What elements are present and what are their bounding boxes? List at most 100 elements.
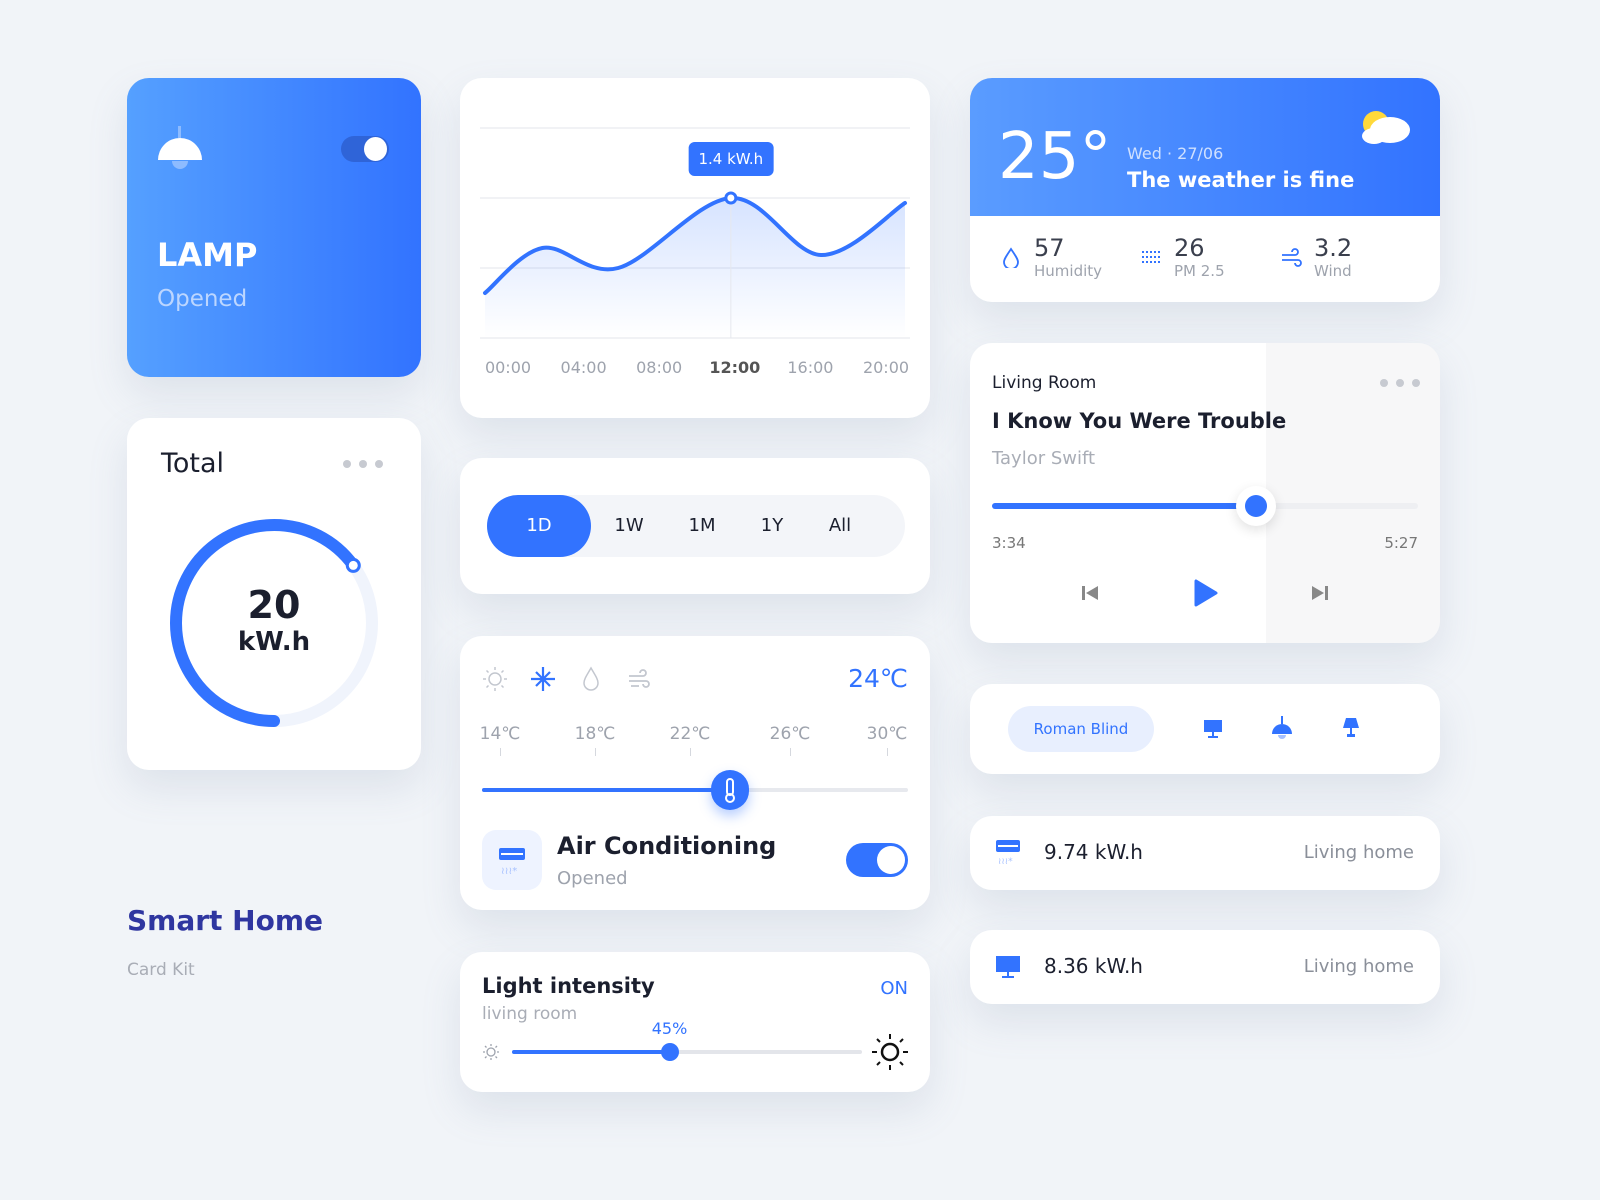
more-options-button[interactable]	[1380, 379, 1420, 387]
monitor-icon[interactable]	[1202, 718, 1224, 740]
lamp-title: LAMP	[157, 236, 258, 274]
total-unit: kW.h	[237, 627, 311, 657]
ac-status: Opened	[557, 868, 628, 889]
current-temperature: 24℃	[848, 664, 908, 693]
range-option-1w[interactable]: 1W	[614, 515, 644, 536]
wind-icon	[1282, 248, 1302, 267]
lamp-status: Opened	[157, 286, 248, 312]
light-slider[interactable]	[512, 1050, 862, 1054]
scale-tick	[887, 748, 888, 756]
x-axis-label: 16:00	[787, 358, 834, 377]
ac-toggle[interactable]	[846, 843, 908, 877]
ac-device-icon: ≀≀≀*	[482, 830, 542, 890]
monitor-icon	[996, 956, 1020, 978]
air-conditioner-icon: ≀≀≀*	[499, 848, 525, 877]
total-value: 20	[247, 583, 301, 627]
weather-description: The weather is fine	[1127, 168, 1355, 192]
stat-label: PM 2.5	[1174, 262, 1225, 280]
tooltip-text: 1.4 kW.h	[698, 150, 764, 168]
song-progress-knob[interactable]	[1236, 486, 1277, 526]
range-option-1y[interactable]: 1Y	[760, 515, 784, 536]
energy-chart	[480, 127, 910, 339]
temperature-scale-label: 22℃	[669, 724, 711, 744]
elapsed-time: 3:34	[992, 534, 1026, 552]
x-axis-label: 20:00	[862, 358, 910, 377]
range-card: 1D 1W 1M 1Y All	[460, 458, 930, 594]
x-axis-label: 08:00	[636, 358, 683, 377]
bright-sun-icon	[872, 1034, 908, 1070]
lamp-card[interactable]: LAMP Opened	[127, 78, 421, 377]
data-point[interactable]	[724, 191, 738, 205]
range-option-all[interactable]: All	[828, 515, 852, 536]
brand-title: Smart Home	[127, 904, 324, 937]
pendant-lamp-icon[interactable]	[1271, 716, 1293, 740]
range-option-1d[interactable]: 1D	[487, 495, 591, 557]
usage-place: Living home	[1303, 956, 1414, 977]
scale-tick	[790, 748, 791, 756]
scale-tick	[595, 748, 596, 756]
chart-line	[483, 195, 907, 295]
chart-tooltip: 1.4 kW.h	[688, 142, 774, 176]
x-axis-label: 12:00	[709, 358, 761, 377]
light-percent: 45%	[651, 1019, 688, 1038]
ac-name: Air Conditioning	[557, 832, 777, 860]
usage-value: 9.74 kW.h	[1044, 840, 1143, 864]
light-room: living room	[482, 1004, 578, 1024]
lamp-toggle[interactable]	[341, 136, 389, 162]
song-title: I Know You Were Trouble	[992, 409, 1287, 433]
weather-temperature: 25°	[998, 120, 1112, 194]
thermometer-slider-knob[interactable]	[710, 770, 749, 810]
air-conditioning-card: 24℃ 14℃ 18℃ 22℃ 26℃ 30℃ ≀≀≀* Air Conditionin…	[460, 636, 930, 910]
pm25-icon	[1142, 251, 1160, 263]
energy-usage-card[interactable]: 8.36 kW.h Living home	[970, 930, 1440, 1004]
temperature-slider[interactable]	[482, 788, 908, 792]
gauge-progress	[170, 519, 360, 727]
scale-tick	[690, 748, 691, 756]
light-slider-knob[interactable]	[660, 1043, 679, 1061]
light-intensity-card: Light intensity living room ON 45%	[460, 952, 930, 1092]
stat-value: 26	[1174, 234, 1205, 262]
previous-track-icon[interactable]	[1080, 583, 1100, 603]
play-icon[interactable]	[1192, 579, 1218, 607]
range-option-1m[interactable]: 1M	[688, 515, 716, 536]
stat-label: Wind	[1314, 262, 1352, 280]
music-player-card: Living Room I Know You Were Trouble Tayl…	[970, 343, 1440, 643]
usage-place: Living home	[1303, 842, 1414, 863]
light-state[interactable]: ON	[880, 978, 908, 999]
snowflake-icon[interactable]	[530, 666, 556, 692]
temperature-scale-label: 14℃	[479, 724, 521, 744]
total-time: 5:27	[1384, 534, 1418, 552]
stat-value: 3.2	[1314, 234, 1353, 262]
gauge-knob	[345, 557, 361, 573]
music-room: Living Room	[992, 373, 1097, 393]
total-card: Total 20 kW.h	[127, 418, 421, 770]
wind-icon[interactable]	[626, 666, 652, 692]
weather-date: Wed · 27/06	[1127, 144, 1224, 163]
weather-stat-pm25: 26 PM 2.5	[1140, 234, 1280, 280]
x-axis-label: 04:00	[560, 358, 607, 377]
stat-label: Humidity	[1034, 262, 1103, 280]
more-options-button[interactable]	[343, 460, 383, 468]
pendant-lamp-icon	[158, 126, 202, 169]
table-lamp-icon[interactable]	[1341, 716, 1361, 740]
x-axis-label: 00:00	[484, 358, 532, 377]
device-selector-card: Roman Blind	[970, 684, 1440, 774]
sun-icon[interactable]	[482, 666, 508, 692]
energy-gauge	[170, 519, 378, 727]
partly-cloudy-icon	[1362, 111, 1410, 144]
stat-value: 57	[1034, 234, 1065, 262]
dim-sun-icon	[483, 1044, 499, 1060]
thermometer-icon	[724, 778, 735, 803]
chart-area	[485, 197, 905, 338]
device-roman-blind[interactable]: Roman Blind	[1008, 706, 1154, 752]
scale-tick	[500, 748, 501, 756]
air-conditioner-icon: ≀≀≀*	[996, 840, 1020, 867]
drop-icon[interactable]	[578, 666, 604, 692]
next-track-icon[interactable]	[1310, 583, 1330, 603]
temperature-scale-label: 30℃	[866, 724, 908, 744]
light-title: Light intensity	[482, 974, 655, 998]
temperature-scale-label: 18℃	[574, 724, 616, 744]
energy-usage-card[interactable]: ≀≀≀* 9.74 kW.h Living home	[970, 816, 1440, 890]
temperature-scale-label: 26℃	[769, 724, 811, 744]
song-progress-bar[interactable]	[992, 503, 1418, 509]
